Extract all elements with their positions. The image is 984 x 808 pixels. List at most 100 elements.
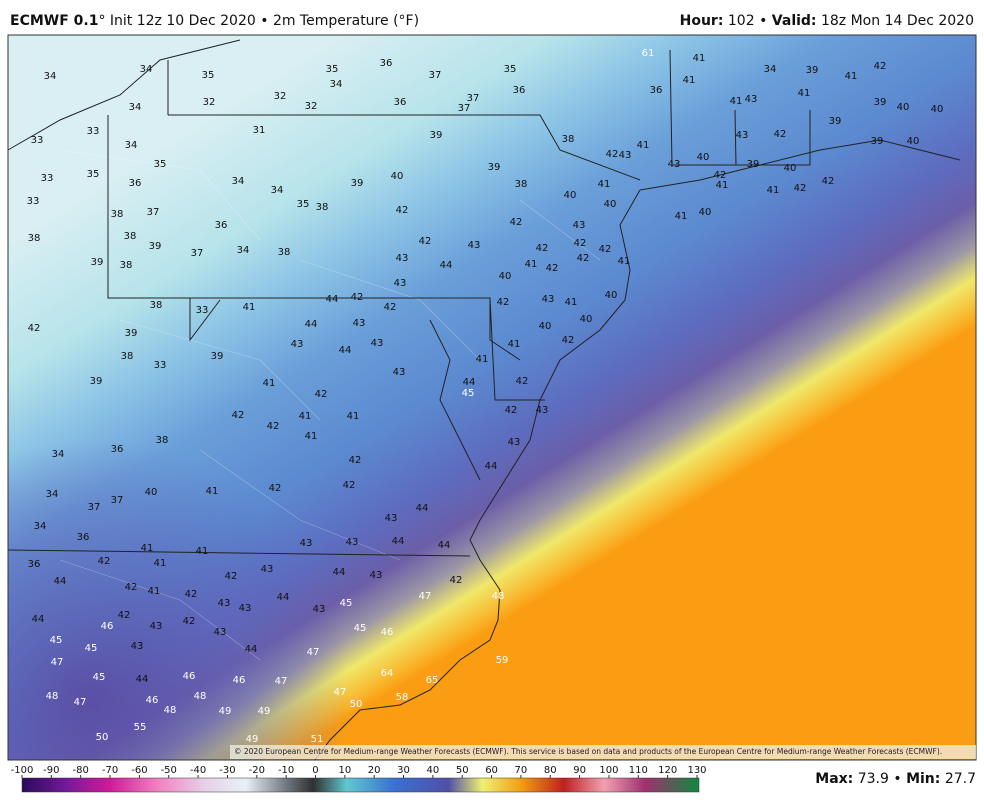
temperature-label: 42 [516, 376, 529, 387]
temperature-label: 38 [121, 351, 134, 362]
colorbar-tick-label: 60 [485, 765, 498, 776]
colorbar-tick-label: -40 [190, 765, 206, 776]
temperature-label: 42 [267, 421, 280, 432]
temperature-label: 34 [140, 64, 153, 75]
colorbar-tick-label: 100 [599, 765, 618, 776]
temperature-label: 43 [745, 94, 758, 105]
temperature-label: 36 [513, 85, 526, 96]
temperature-label: 40 [897, 102, 910, 113]
temperature-label: 42 [315, 389, 328, 400]
temperature-label: 44 [136, 674, 149, 685]
temperature-label: 45 [462, 388, 475, 399]
temperature-label: 40 [697, 152, 710, 163]
temperature-label: 34 [44, 71, 57, 82]
temperature-label: 47 [51, 657, 64, 668]
temperature-label: 41 [767, 185, 780, 196]
temperature-label: 37 [458, 103, 471, 114]
colorbar-tick-label: 110 [629, 765, 648, 776]
temperature-label: 49 [258, 706, 271, 717]
colorbar-tick-label: 90 [573, 765, 586, 776]
temperature-label: 43 [239, 603, 252, 614]
temperature-label: 42 [562, 335, 575, 346]
min: 27.7 [945, 771, 976, 787]
min-label: Min: [906, 771, 940, 787]
temperature-label: 34 [129, 102, 142, 113]
temperature-label: 38 [120, 260, 133, 271]
temperature-label: 47 [275, 676, 288, 687]
temperature-label: 42 [510, 217, 523, 228]
temperature-label: 40 [580, 314, 593, 325]
colorbar-tick-label: -80 [73, 765, 89, 776]
temperature-label: 41 [508, 339, 521, 350]
coastline [314, 139, 961, 761]
temperature-label: 33 [27, 196, 40, 207]
temperature-label: 41 [730, 96, 743, 107]
temperature-label: 51 [311, 734, 324, 745]
temperature-label: 65 [426, 675, 439, 686]
colorbar-tick-label: -60 [131, 765, 147, 776]
temperature-label: 42 [118, 610, 131, 621]
temperature-label: 42 [546, 263, 559, 274]
temperature-label: 39 [488, 162, 501, 173]
temperature-label: 45 [50, 635, 63, 646]
temperature-label: 55 [134, 722, 147, 733]
temperature-label: 43 [396, 253, 409, 264]
temperature-label: 33 [154, 360, 167, 371]
temperature-label: 34 [46, 489, 59, 500]
temperature-label: 43 [291, 339, 304, 350]
temperature-label: 42 [269, 483, 282, 494]
temperature-label: 43 [394, 278, 407, 289]
temperature-label: 42 [822, 176, 835, 187]
temperature-label: 41 [299, 411, 312, 422]
temperature-label: 64 [381, 668, 394, 679]
colorbar-tick-label: 30 [397, 765, 410, 776]
temperature-label: 42 [28, 323, 41, 334]
temperature-label: 33 [41, 173, 54, 184]
temperature-label: 40 [564, 190, 577, 201]
temperature-label: 41 [206, 486, 219, 497]
temperature-label: 39 [874, 97, 887, 108]
colorbar-tick-label: 20 [368, 765, 381, 776]
temperature-label: 38 [28, 233, 41, 244]
temperature-label: 36 [650, 85, 663, 96]
temperature-label: 50 [350, 699, 363, 710]
temperature-label: 46 [381, 627, 394, 638]
temperature-label: 36 [380, 58, 393, 69]
colorbar-tick-label: 130 [687, 765, 706, 776]
temperature-label: 43 [261, 564, 274, 575]
temperature-label: 43 [218, 598, 231, 609]
temperature-label: 41 [154, 558, 167, 569]
temperature-label: 45 [340, 598, 353, 609]
temperature-label: 35 [202, 70, 215, 81]
temperature-label: 34 [237, 245, 250, 256]
temperature-label: 44 [326, 294, 339, 305]
temperature-label: 38 [278, 247, 291, 258]
temperature-label: 42 [125, 582, 138, 593]
temperature-label: 38 [562, 134, 575, 145]
map: © 2020 European Centre for Medium-range … [7, 34, 977, 761]
temperature-label: 43 [346, 537, 359, 548]
temperature-label: 40 [391, 171, 404, 182]
temperature-label: 34 [764, 64, 777, 75]
temperature-label: 40 [907, 136, 920, 147]
temperature-label: 42 [232, 410, 245, 421]
temperature-label: 32 [274, 91, 287, 102]
temperature-label: 58 [396, 692, 409, 703]
temperature-label: 44 [32, 614, 45, 625]
temperature-label: 46 [101, 621, 114, 632]
colorbar-tick-label: -10 [278, 765, 294, 776]
temperature-label: 38 [150, 300, 163, 311]
temperature-label: 34 [125, 140, 138, 151]
colorbar-tick-label: -50 [161, 765, 177, 776]
colorbar-tick-label: 80 [544, 765, 557, 776]
temperature-label: 43 [619, 150, 632, 161]
temperature-label: 45 [93, 672, 106, 683]
temperature-label: 41 [675, 211, 688, 222]
temperature-label: 38 [316, 202, 329, 213]
temperature-label: 44 [463, 377, 476, 388]
temperature-label: 41 [637, 140, 650, 151]
temperature-label: 39 [90, 376, 103, 387]
temperature-label: 45 [85, 643, 98, 654]
temperature-label: 36 [111, 444, 124, 455]
